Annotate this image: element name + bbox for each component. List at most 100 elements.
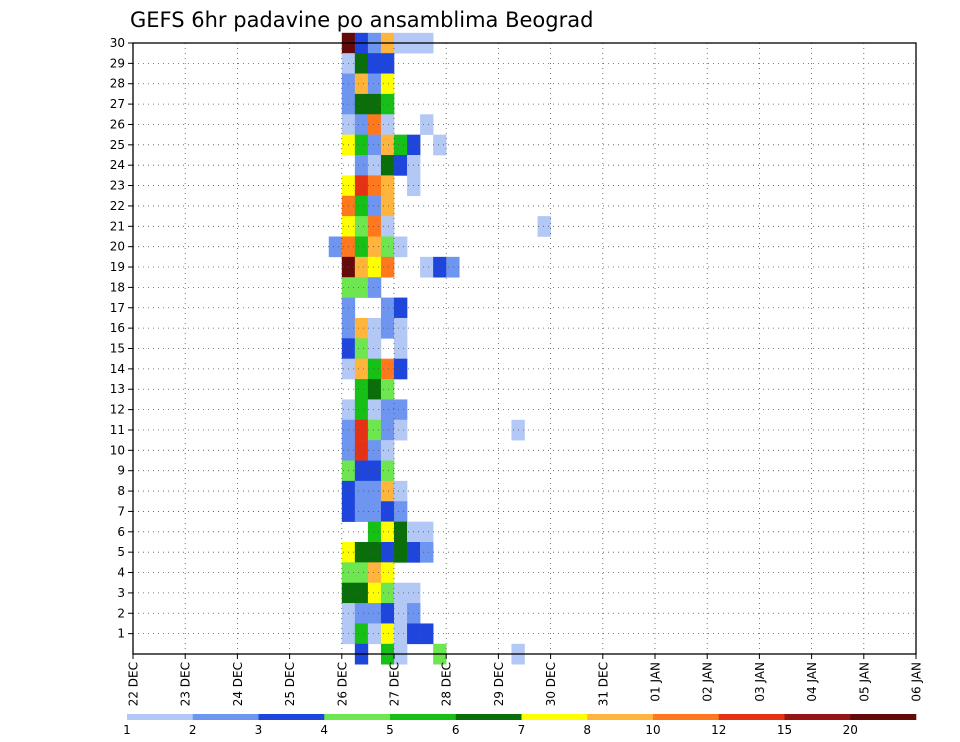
heatmap-cell: [367, 73, 382, 95]
heatmap-cell: [380, 521, 395, 543]
heatmap-cell: [367, 541, 382, 563]
colorbar-swatch: [127, 714, 194, 720]
heatmap-cell: [394, 358, 408, 380]
heatmap-cell: [367, 216, 382, 237]
heatmap-cell: [394, 338, 408, 359]
x-tick-label: 22 DEC: [127, 662, 141, 706]
heatmap-cell: [394, 297, 408, 319]
heatmap-cell: [446, 256, 460, 278]
colorbar-label: 20: [843, 723, 858, 737]
heatmap-cell: [420, 114, 434, 135]
x-tick-label: 01 JAN: [649, 662, 663, 702]
y-tick-label: 7: [117, 504, 125, 518]
heatmap-cell: [380, 623, 395, 645]
y-tick-label: 28: [110, 77, 125, 91]
x-tick-label: 25 DEC: [283, 662, 297, 706]
heatmap-cell: [394, 541, 408, 563]
heatmap-cell: [394, 623, 408, 645]
heatmap-cell: [380, 419, 395, 441]
heatmap-cell: [433, 256, 447, 278]
y-tick-label: 14: [110, 362, 125, 376]
colorbar-swatch: [390, 714, 457, 720]
y-tick-label: 25: [110, 138, 125, 152]
heatmap-cell: [380, 501, 395, 522]
x-tick-label: 23 DEC: [179, 662, 193, 706]
heatmap-cell: [354, 399, 369, 421]
heatmap-cell: [354, 460, 369, 482]
heatmap-cell: [354, 73, 369, 95]
y-tick-label: 17: [110, 301, 125, 315]
heatmap-cell: [367, 256, 382, 278]
y-tick-label: 4: [117, 566, 125, 580]
heatmap-cell: [367, 175, 382, 197]
x-tick-label: 06 JAN: [910, 662, 924, 702]
colorbar-swatch: [850, 714, 917, 720]
heatmap-cell: [420, 521, 434, 543]
y-tick-label: 19: [110, 260, 125, 274]
heatmap-cell: [394, 399, 408, 421]
heatmap-cell: [354, 236, 369, 258]
heatmap-cell: [354, 216, 369, 237]
heatmap-cell: [354, 379, 369, 400]
y-tick-label: 10: [110, 443, 125, 457]
heatmap-cell: [354, 155, 369, 176]
colorbar-label: 5: [386, 723, 394, 737]
heatmap-cell: [367, 480, 382, 502]
colorbar-label: 15: [777, 723, 792, 737]
y-tick-label: 11: [110, 423, 125, 437]
heatmap-cell: [394, 521, 408, 543]
x-tick-label: 28 DEC: [440, 662, 454, 706]
heatmap-cell: [354, 603, 369, 624]
x-tick-label: 02 JAN: [701, 662, 715, 702]
heatmap-cell: [354, 582, 369, 604]
heatmap-cell: [394, 419, 408, 441]
y-tick-label: 3: [117, 586, 125, 600]
heatmap-cell: [367, 399, 382, 421]
heatmap-cell: [354, 440, 369, 461]
heatmap-cell: [354, 175, 369, 197]
x-tick-label: 27 DEC: [388, 662, 402, 706]
colorbar-label: 12: [711, 723, 726, 737]
heatmap-cell: [380, 256, 395, 278]
heatmap-cell: [367, 155, 382, 176]
heatmap-cell: [354, 277, 369, 298]
heatmap-cell: [354, 338, 369, 359]
heatmap-cell: [367, 501, 382, 522]
heatmap-cell: [380, 440, 395, 461]
heatmap-cell: [380, 480, 395, 502]
colorbar-label: 8: [583, 723, 591, 737]
colorbar-swatch: [324, 714, 391, 720]
colorbar-swatch: [587, 714, 654, 720]
heatmap-cell: [328, 236, 343, 258]
y-tick-label: 13: [110, 382, 125, 396]
y-tick-label: 22: [110, 199, 125, 213]
colorbar-label: 1: [123, 723, 131, 737]
heatmap-cell: [354, 114, 369, 135]
heatmap-cell: [367, 603, 382, 624]
heatmap-cell: [354, 562, 369, 584]
heatmap-cell: [367, 460, 382, 482]
heatmap-cell: [380, 175, 395, 197]
x-tick-label: 04 JAN: [805, 662, 819, 702]
heatmap-cell: [354, 195, 369, 217]
heatmap-cell: [394, 236, 408, 258]
heatmap-cell: [367, 195, 382, 217]
colorbar-label: 3: [255, 723, 263, 737]
heatmap-cell: [367, 623, 382, 645]
heatmap-cell: [394, 603, 408, 624]
y-tick-label: 16: [110, 321, 125, 335]
y-axis: 1234567891011121314151617181920212223242…: [110, 36, 133, 641]
y-tick-label: 24: [110, 158, 125, 172]
y-tick-label: 27: [110, 97, 125, 111]
chart-title: GEFS 6hr padavine po ansamblima Beograd: [130, 8, 593, 32]
heatmap-cell: [380, 379, 395, 400]
heatmap-cell: [367, 114, 382, 135]
colorbar-swatch: [455, 714, 522, 720]
heatmap-cells: [328, 32, 551, 665]
colorbar-swatch: [192, 714, 259, 720]
y-tick-label: 6: [117, 525, 125, 539]
heatmap-cell: [380, 358, 395, 380]
x-tick-label: 24 DEC: [231, 662, 245, 706]
heatmap-cell: [394, 501, 408, 522]
x-tick-label: 30 DEC: [544, 662, 558, 706]
